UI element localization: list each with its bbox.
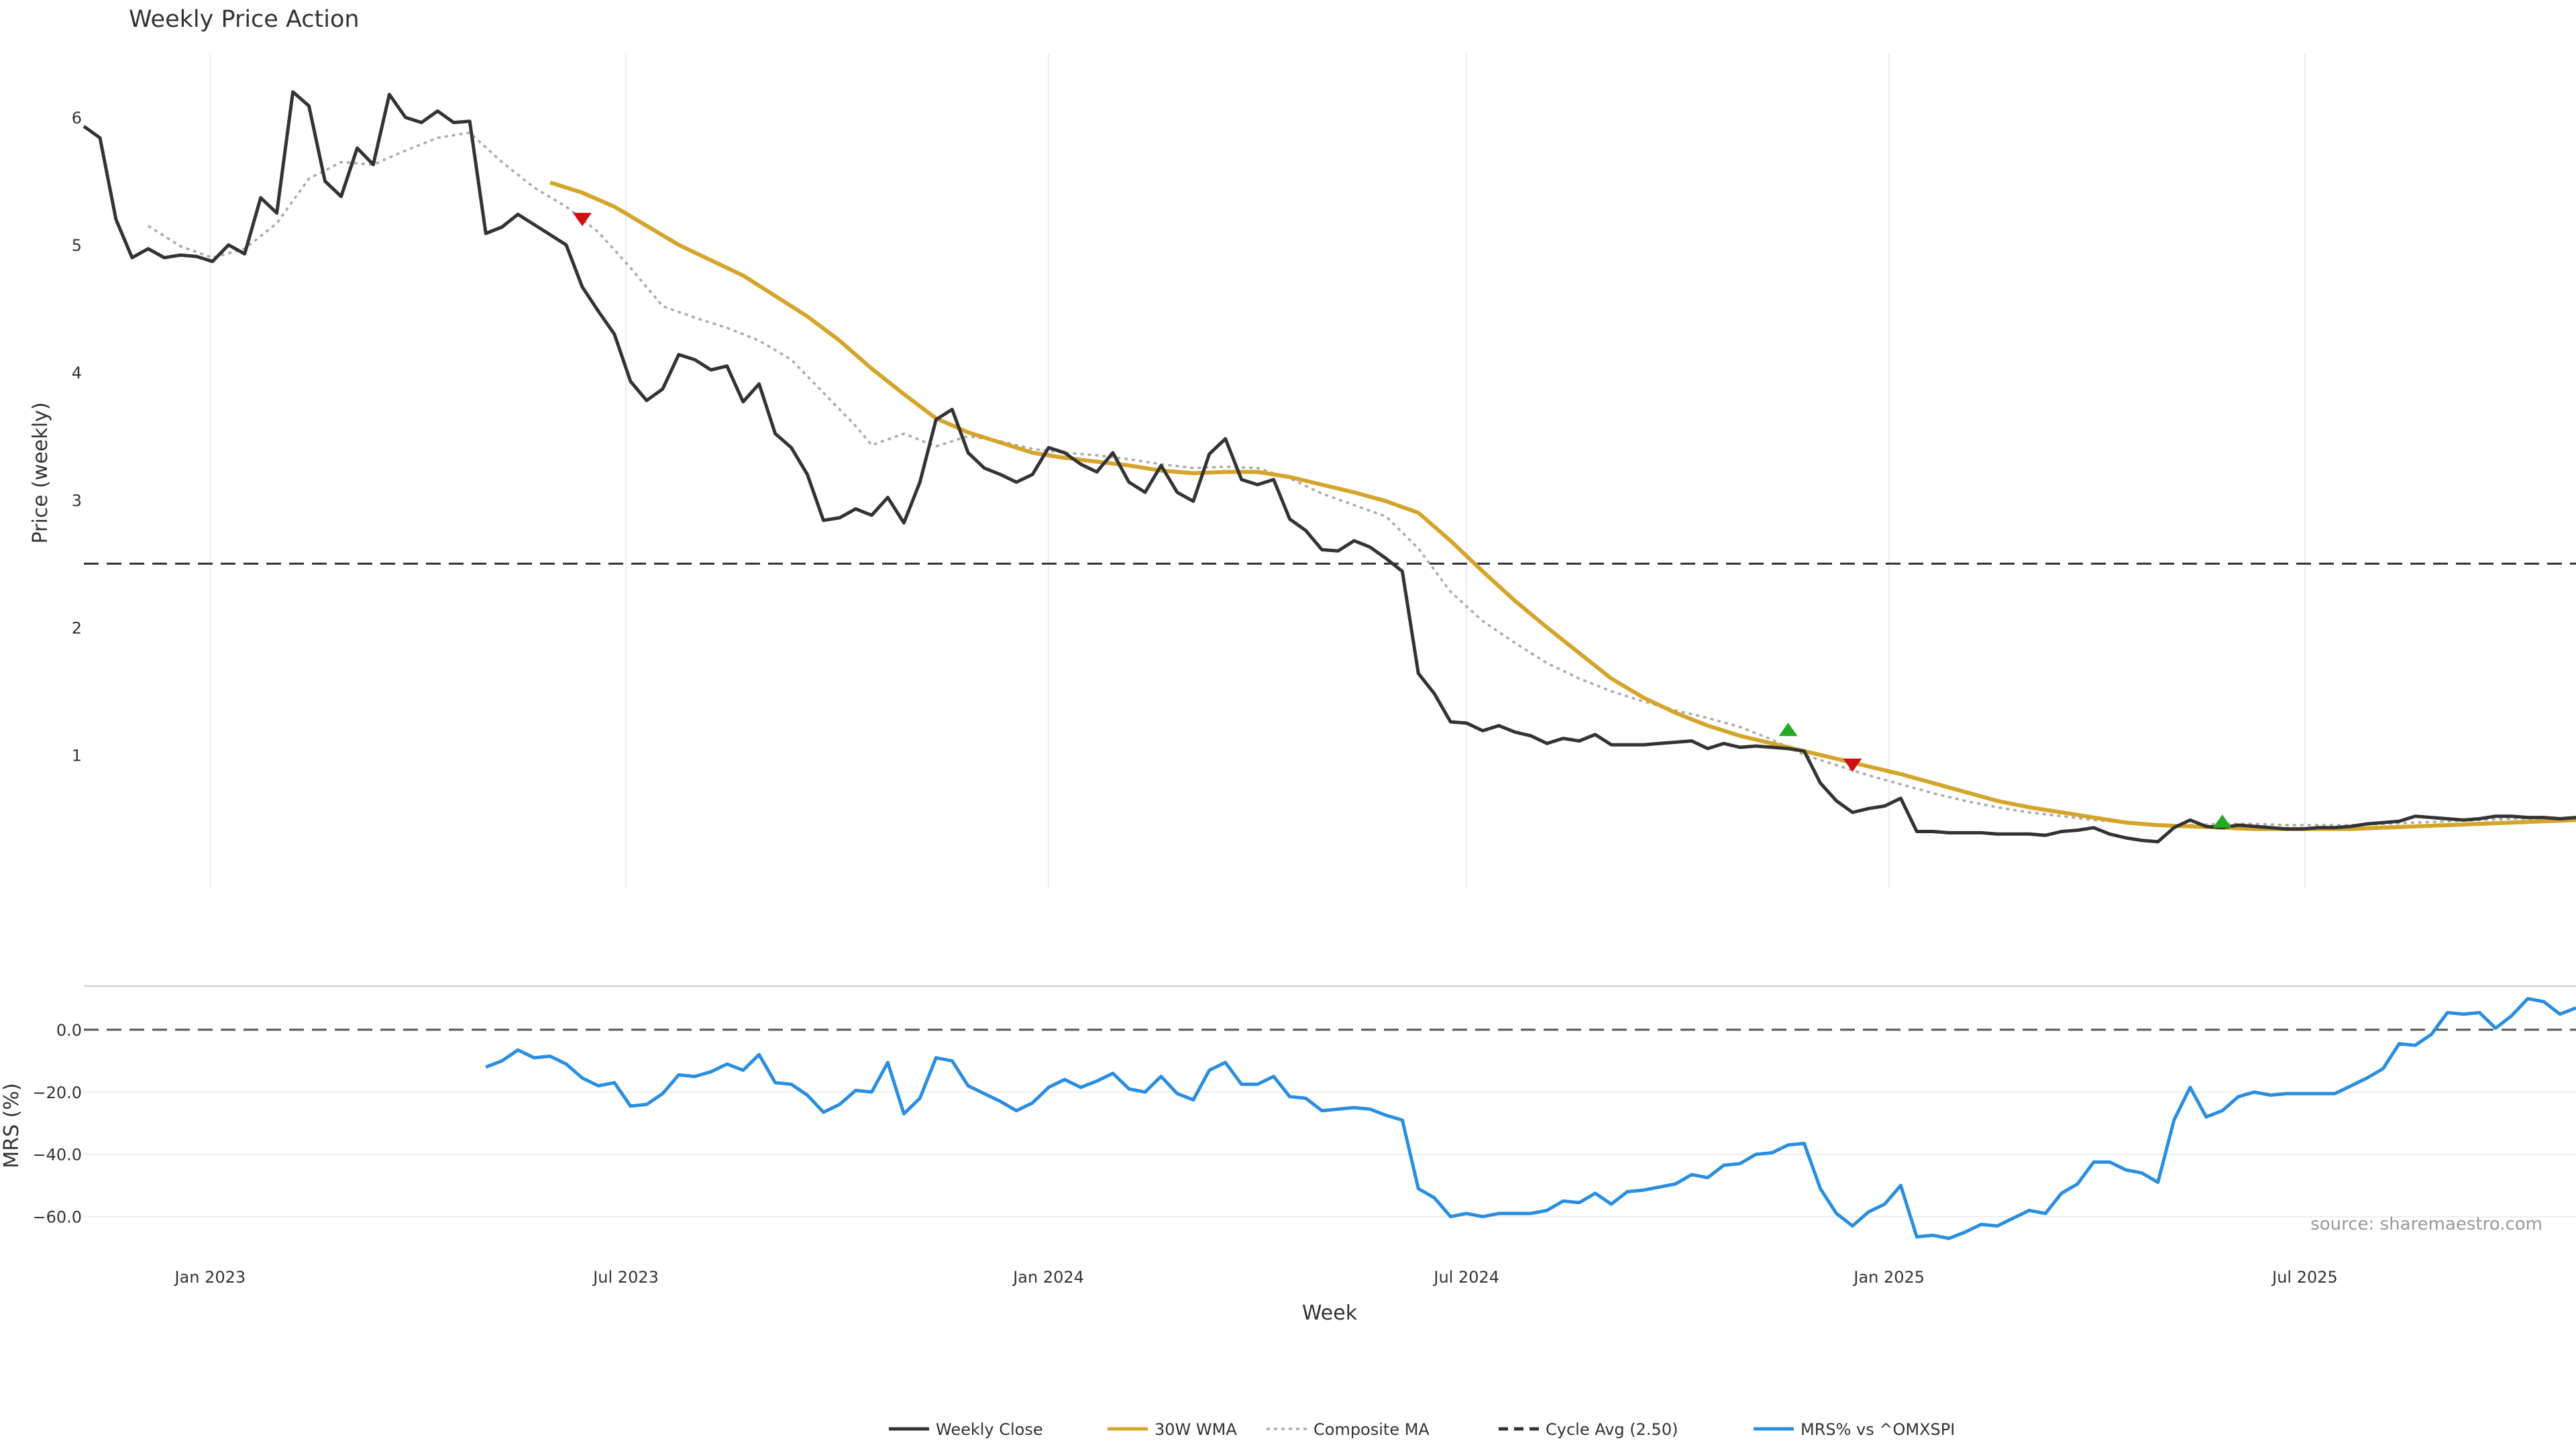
legend-label: Composite MA [1313,1420,1430,1439]
price-y-ticks: 1 2 3 4 5 6 [72,109,82,765]
price-panel: 1 2 3 4 5 6 Price (weekly) [29,54,2576,889]
source-note: source: sharemaestro.com [2310,1214,2542,1234]
mrs-y-tick-label: −20.0 [32,1083,82,1102]
mrs-y-tick-label: −40.0 [32,1146,82,1165]
buy-signal-marker [2212,814,2232,828]
series-mrs [485,997,2576,1240]
price-y-tick-label: 5 [72,236,82,255]
x-tick-label: Jul 2023 [592,1268,659,1287]
x-tick-label: Jan 2025 [1852,1268,1925,1287]
x-tick-label: Jan 2024 [1012,1268,1084,1287]
price-y-tick-label: 6 [72,109,82,127]
mrs-gridlines [84,1091,2576,1218]
x-tick-label: Jul 2025 [2271,1268,2338,1287]
price-y-tick-label: 4 [72,364,82,382]
price-gridlines [209,54,2306,889]
mrs-panel: 0.0 −20.0 −40.0 −60.0 MRS (%) source: share… [0,985,2576,1240]
signal-markers [573,213,2232,828]
x-axis-label: Week [1302,1301,1358,1325]
mrs-y-tick-label: 0.0 [56,1021,82,1040]
price-y-tick-label: 3 [72,491,82,510]
legend-label: Cycle Avg (2.50) [1546,1420,1678,1439]
chart-title: Weekly Price Action [129,6,360,33]
legend-label: Weekly Close [936,1420,1043,1439]
x-ticks: Jan 2023 Jul 2023 Jan 2024 Jul 2024 Jan 2025… [173,1268,2337,1287]
x-tick-label: Jul 2024 [1432,1268,1499,1287]
mrs-y-ticks: 0.0 −20.0 −40.0 −60.0 [32,1021,82,1227]
series-weekly-close [83,90,2576,844]
legend-label: 30W WMA [1155,1420,1237,1439]
sell-signal-marker [1843,758,1862,772]
buy-signal-marker [1778,722,1798,737]
x-tick-label: Jan 2023 [173,1268,246,1287]
price-y-axis-label: Price (weekly) [29,402,52,543]
series-30w-wma [549,180,2576,831]
mrs-y-tick-label: −60.0 [32,1208,82,1227]
legend: Weekly Close 30W WMA Composite MA Cycle Avg… [889,1420,1955,1439]
sell-signal-marker [573,213,592,227]
series-composite-ma [147,131,2576,826]
price-y-tick-label: 1 [72,746,82,765]
mrs-y-axis-label: MRS (%) [0,1083,23,1168]
price-y-tick-label: 2 [72,619,82,637]
legend-label: MRS% vs ^OMXSPI [1801,1420,1955,1439]
